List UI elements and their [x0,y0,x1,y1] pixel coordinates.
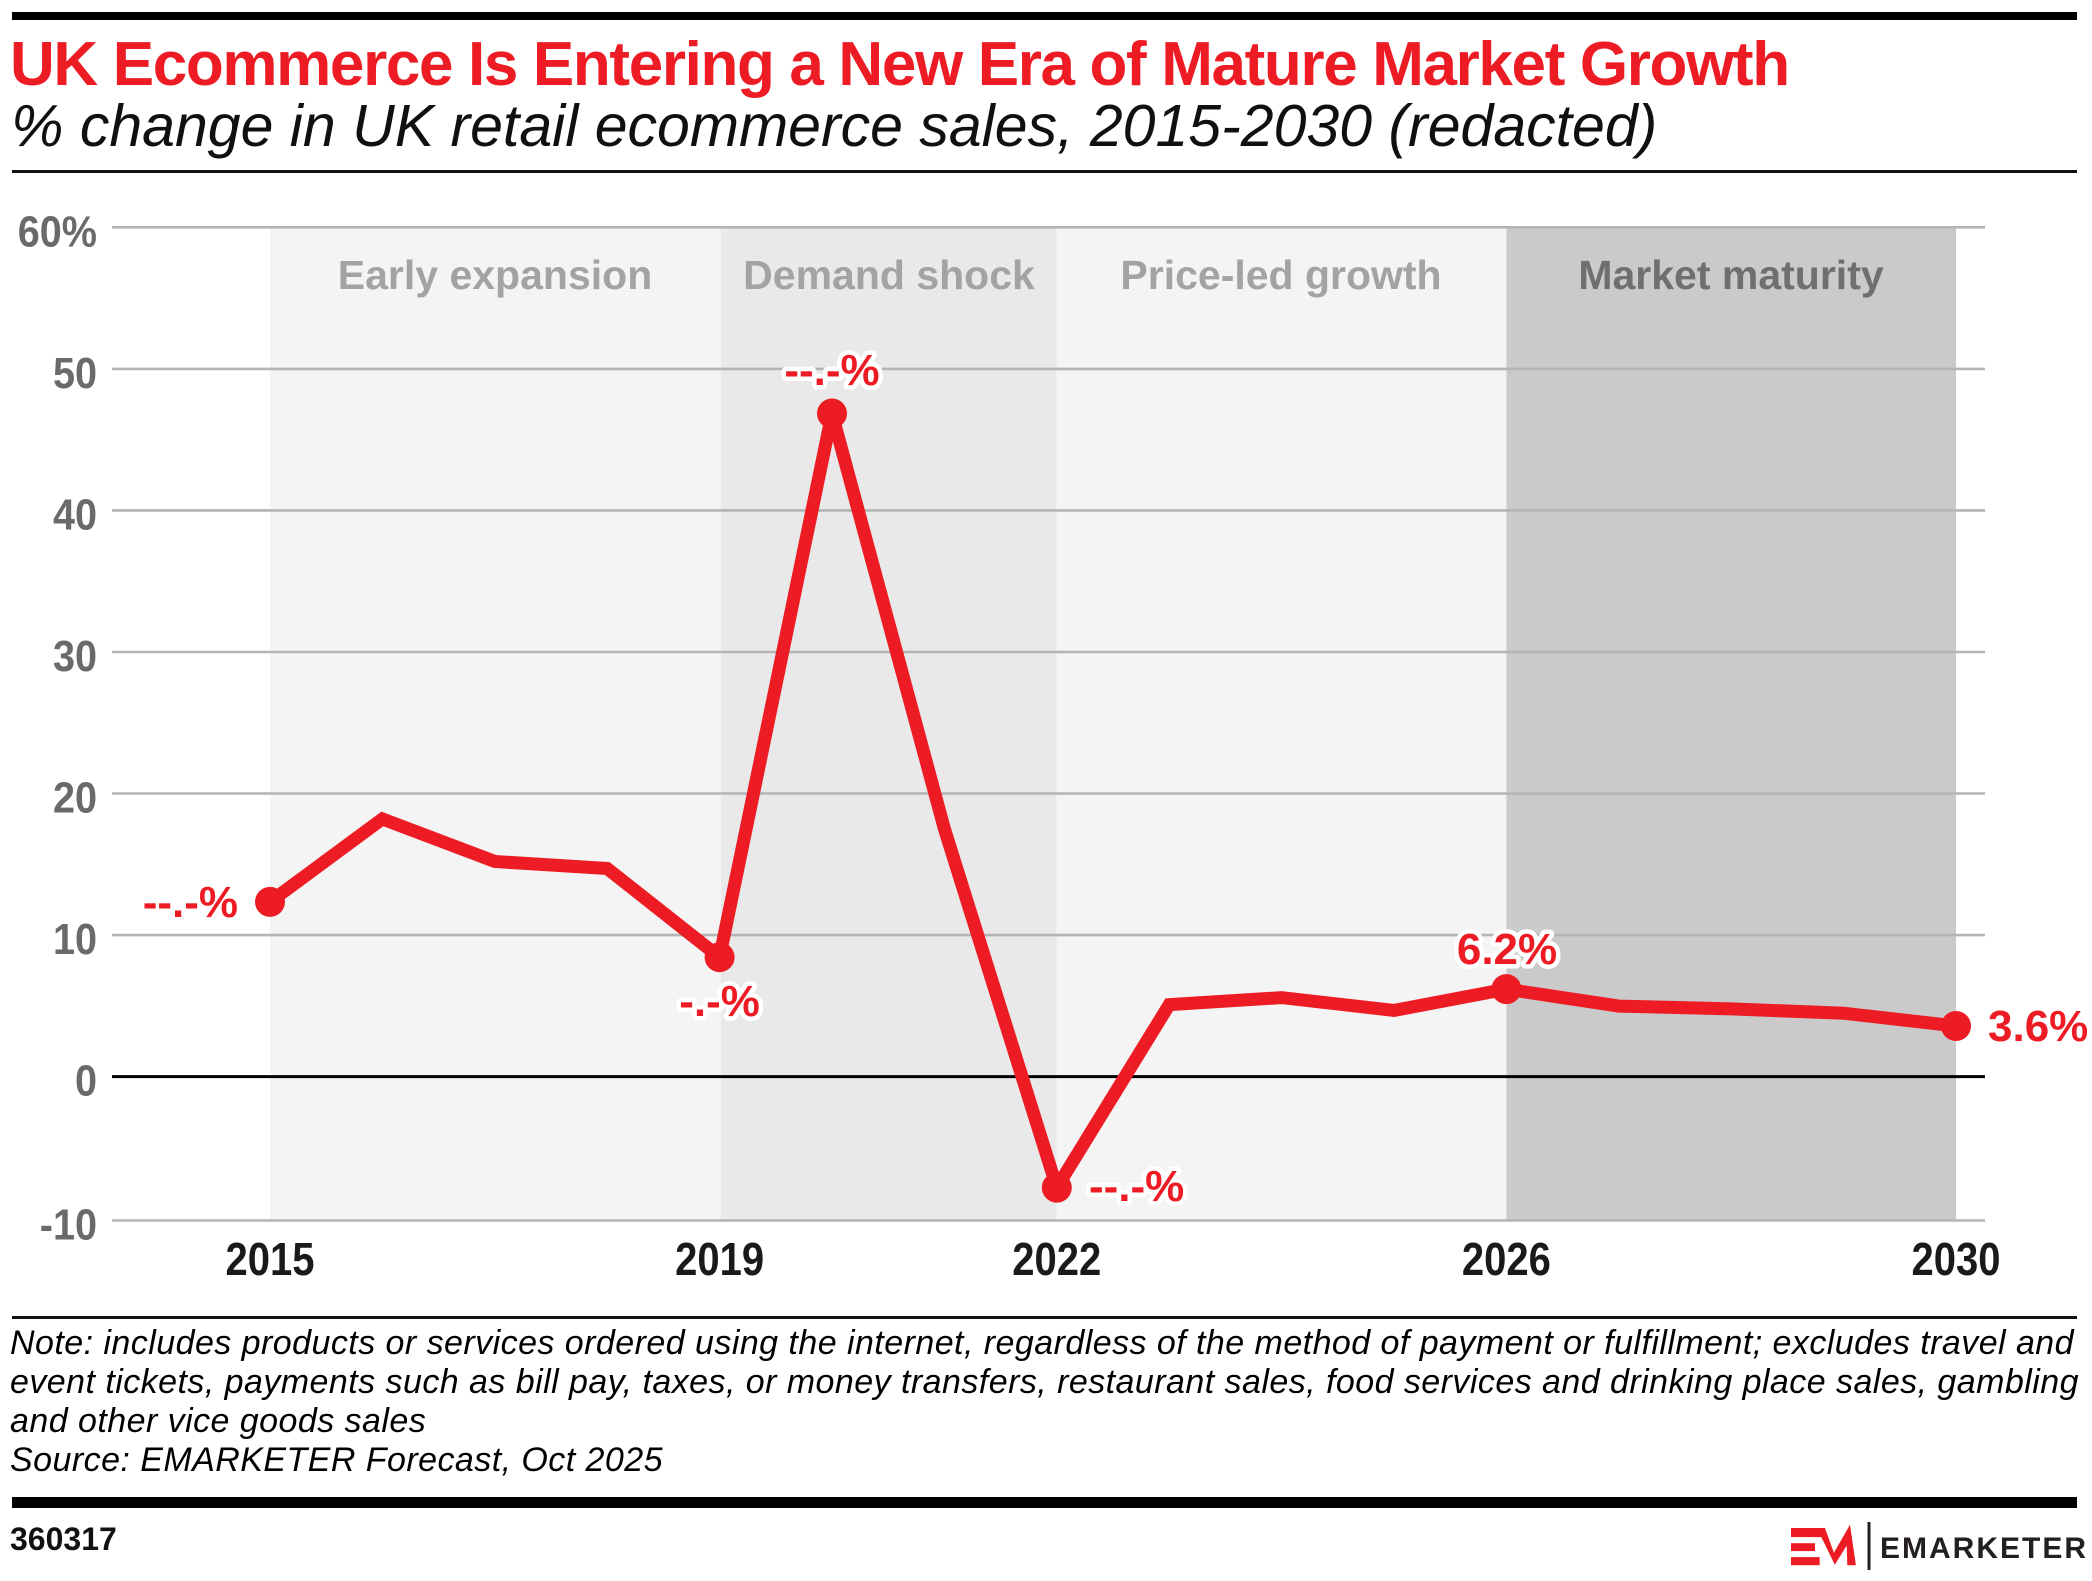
svg-text:6.2%: 6.2% [1457,925,1557,974]
svg-text:-.-%: -.-% [679,977,760,1026]
svg-text:Market maturity: Market maturity [1578,252,1884,298]
svg-text:40: 40 [53,489,97,538]
svg-text:--.-%: --.-% [784,346,879,395]
svg-text:10: 10 [53,914,97,963]
svg-text:2019: 2019 [675,1234,764,1285]
svg-text:Early expansion: Early expansion [338,252,652,298]
svg-text:30: 30 [53,631,97,680]
svg-text:--.-%: --.-% [1089,1162,1184,1211]
svg-text:2022: 2022 [1012,1234,1101,1285]
svg-text:-10: -10 [40,1200,97,1249]
svg-text:--.-%: --.-% [143,878,238,927]
svg-text:2030: 2030 [1911,1234,2000,1285]
svg-text:EMARKETER: EMARKETER [1880,1532,2088,1565]
svg-text:0: 0 [75,1056,97,1105]
svg-text:3.6%: 3.6% [1988,1002,2088,1051]
svg-text:2026: 2026 [1462,1234,1551,1285]
svg-text:20: 20 [53,773,97,822]
svg-text:50: 50 [53,348,97,397]
svg-text:Price-led growth: Price-led growth [1120,252,1441,298]
svg-text:2015: 2015 [225,1234,314,1285]
svg-text:Demand shock: Demand shock [743,252,1035,298]
svg-text:60%: 60% [18,206,97,255]
